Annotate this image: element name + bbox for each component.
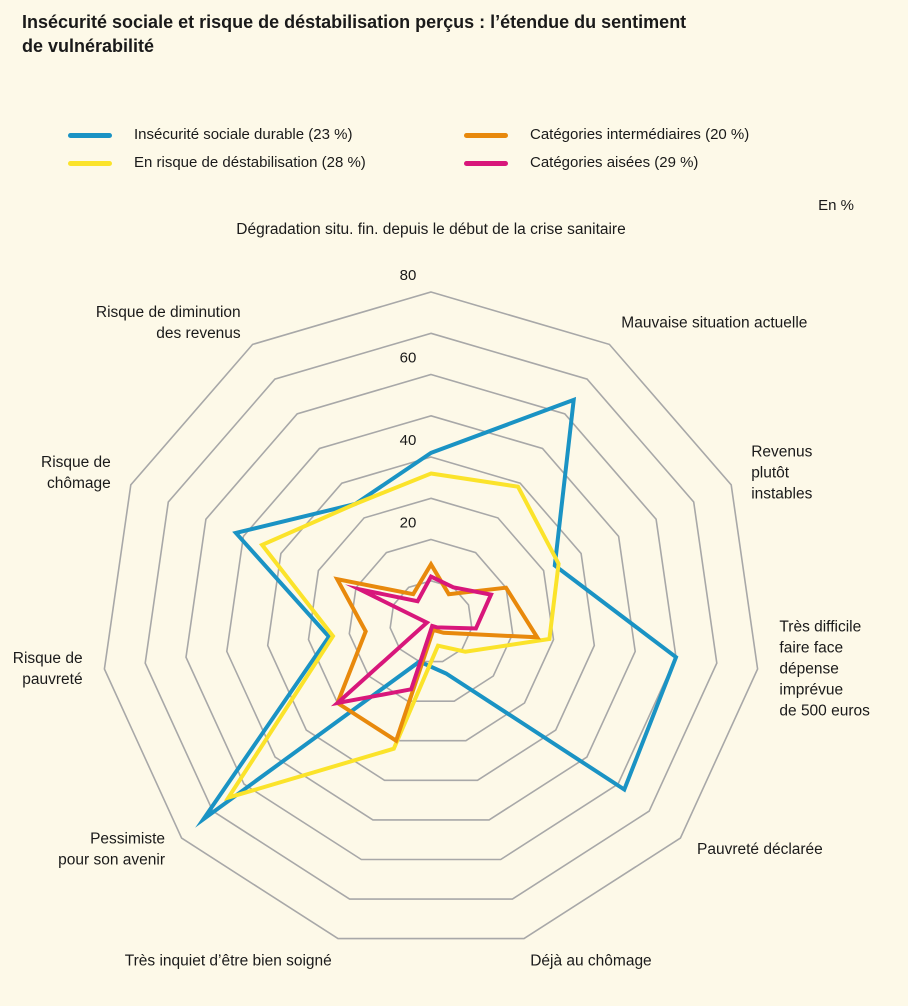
axis-label-3: Très difficile faire face dépense imprévue d… (779, 619, 870, 720)
axis-label-0: Dégradation situ. fin. depuis le début d… (236, 221, 625, 238)
axis-label-4: Pauvreté déclarée (697, 841, 823, 858)
axis-label-8: Risque de pauvreté (13, 650, 83, 688)
r-tick-label-60: 60 (400, 350, 417, 367)
legend-item-destabilisation: En risque de déstabilisation (28 %) (68, 152, 366, 174)
r-tick-label-40: 40 (400, 432, 417, 449)
axis-label-3-line-2: dépense (779, 661, 838, 678)
grid-ring-60 (185, 373, 677, 861)
chart-title-line-2: de vulnérabilité (22, 36, 155, 56)
grid-ring-30 (307, 497, 555, 742)
axis-label-2-line-2: instables (751, 485, 812, 502)
axis-label-7: Pessimiste pour son avenir (58, 831, 165, 869)
legend-swatch-aisees (464, 160, 508, 166)
legend-item-aisees: Catégories aisées (29 %) (464, 152, 698, 174)
legend-swatch-insecurite (68, 132, 112, 138)
chart-title-line-1: Insécurité sociale et risque de déstabil… (22, 12, 687, 32)
legend-label-destabilisation: En risque de déstabilisation (28 %) (134, 154, 366, 171)
legend-item-intermediaires: Catégories intermédiaires (20 %) (464, 124, 749, 146)
grid-ring-70 (144, 332, 718, 900)
series-line-0 (195, 396, 679, 828)
axis-label-10-line-0: Risque de diminution (96, 304, 241, 321)
axis-label-9-line-0: Risque de (41, 454, 111, 471)
r-tick-label-80: 80 (400, 267, 417, 284)
unit-label: En % (818, 197, 854, 214)
axis-label-3-line-4: de 500 euros (779, 703, 870, 720)
axis-label-9-line-1: chômage (47, 475, 111, 492)
axis-label-2: Revenus plutôt instables (751, 443, 812, 502)
axis-label-0-line-0: Dégradation situ. fin. depuis le début d… (236, 221, 625, 238)
grid-ring-40 (266, 456, 596, 782)
axis-label-3-line-0: Très difficile (779, 619, 861, 636)
axis-label-3-line-1: faire face (779, 640, 843, 657)
legend-swatch-intermediaires (464, 132, 508, 138)
axis-label-5: Déjà au chômage (530, 953, 652, 970)
r-tick-label-20: 20 (400, 515, 417, 532)
series-line-2 (333, 560, 541, 744)
grid-ring-80 (103, 291, 759, 940)
axis-label-8-line-0: Risque de (13, 650, 83, 667)
series-line-1 (223, 471, 561, 802)
axis-label-10-line-1: des revenus (156, 325, 241, 342)
axis-label-1-line-0: Mauvaise situation actuelle (621, 314, 807, 331)
axis-label-4-line-0: Pauvreté déclarée (697, 841, 823, 858)
legend-label-intermediaires: Catégories intermédiaires (20 %) (530, 126, 750, 143)
axis-label-6: Très inquiet d’être bien soigné (125, 953, 332, 970)
axis-label-10: Risque de diminution des revenus (96, 304, 241, 342)
axis-label-7-line-1: pour son avenir (58, 852, 165, 869)
axis-label-2-line-1: plutôt (751, 464, 790, 481)
legend-item-insecurite: Insécurité sociale durable (23 %) (68, 124, 352, 146)
axis-label-3-line-3: imprévue (779, 682, 843, 699)
legend-label-insecurite: Insécurité sociale durable (23 %) (134, 126, 353, 143)
axis-label-1: Mauvaise situation actuelle (621, 314, 807, 331)
axis-label-5-line-0: Déjà au chômage (530, 953, 652, 970)
legend: Insécurité sociale durable (23 %) En ris… (68, 124, 828, 180)
grid-ring-50 (225, 414, 637, 821)
legend-swatch-destabilisation (68, 160, 112, 166)
axis-label-9: Risque de chômage (41, 454, 111, 492)
axis-label-8-line-1: pauvreté (22, 671, 82, 688)
series-line-3 (330, 573, 494, 707)
axis-label-6-line-0: Très inquiet d’être bien soigné (125, 953, 332, 970)
grid-ring-20 (348, 538, 514, 703)
chart-title: Insécurité sociale et risque de déstabil… (22, 10, 822, 58)
axis-label-2-line-0: Revenus (751, 443, 812, 460)
legend-label-aisees: Catégories aisées (29 %) (530, 154, 699, 171)
axis-label-7-line-0: Pessimiste (90, 831, 165, 848)
